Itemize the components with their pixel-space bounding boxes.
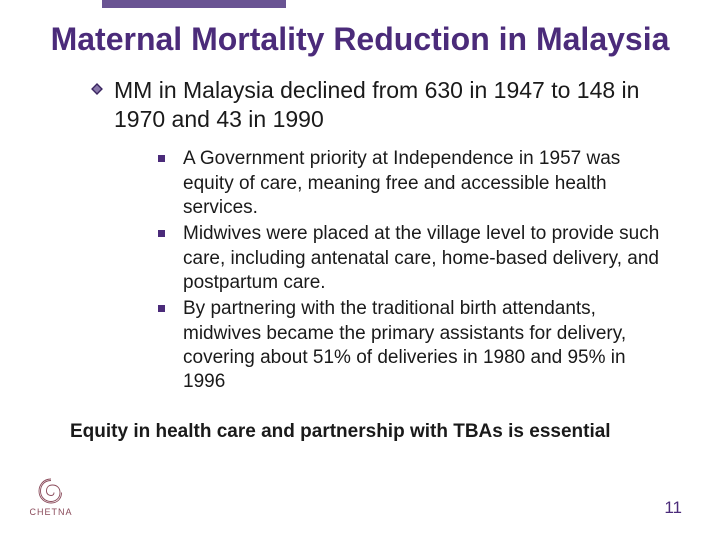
page-number: 11	[664, 498, 682, 518]
main-bullet-text: MM in Malaysia declined from 630 in 1947…	[114, 76, 668, 134]
sub-bullet-text: Midwives were placed at the village leve…	[183, 222, 668, 295]
logo-text: CHETNA	[29, 507, 72, 517]
sub-bullet: Midwives were placed at the village leve…	[158, 222, 668, 295]
conclusion-text: Equity in health care and partnership wi…	[70, 420, 672, 445]
slide-title: Maternal Mortality Reduction in Malaysia	[28, 22, 692, 58]
slide-container: Maternal Mortality Reduction in Malaysia…	[0, 0, 720, 540]
diamond-icon	[90, 82, 104, 96]
sub-bullet-list: A Government priority at Independence in…	[158, 147, 668, 394]
square-icon	[158, 155, 165, 162]
sub-bullet-text: By partnering with the traditional birth…	[183, 297, 668, 394]
org-logo: CHETNA	[24, 476, 78, 522]
sub-bullet: By partnering with the traditional birth…	[158, 297, 668, 394]
main-bullet: MM in Malaysia declined from 630 in 1947…	[90, 76, 668, 134]
top-accent-bar	[102, 0, 286, 8]
square-icon	[158, 230, 165, 237]
square-icon	[158, 305, 165, 312]
sub-bullet-text: A Government priority at Independence in…	[183, 147, 668, 220]
spiral-icon	[36, 476, 66, 506]
sub-bullet: A Government priority at Independence in…	[158, 147, 668, 220]
